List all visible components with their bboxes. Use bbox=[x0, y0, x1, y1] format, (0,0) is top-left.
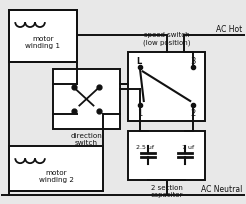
FancyBboxPatch shape bbox=[53, 70, 120, 129]
Text: L: L bbox=[136, 56, 141, 65]
FancyBboxPatch shape bbox=[128, 131, 205, 180]
Text: 2.5 uf: 2.5 uf bbox=[136, 145, 154, 150]
Text: motor
winding 2: motor winding 2 bbox=[39, 170, 74, 183]
FancyBboxPatch shape bbox=[128, 52, 205, 121]
Text: 3: 3 bbox=[190, 56, 196, 65]
Text: 2: 2 bbox=[191, 108, 196, 117]
Text: direction
switch: direction switch bbox=[71, 132, 102, 145]
Text: speed switch
(low position): speed switch (low position) bbox=[143, 32, 190, 45]
Text: 2 section
capacitor: 2 section capacitor bbox=[150, 184, 183, 197]
Text: 7 uf: 7 uf bbox=[182, 145, 194, 150]
FancyBboxPatch shape bbox=[9, 147, 103, 191]
Text: motor
winding 1: motor winding 1 bbox=[25, 36, 61, 49]
Text: AC Neutral: AC Neutral bbox=[201, 184, 243, 193]
FancyBboxPatch shape bbox=[9, 11, 77, 62]
Text: 1: 1 bbox=[137, 108, 142, 117]
Text: AC Hot: AC Hot bbox=[216, 25, 243, 34]
